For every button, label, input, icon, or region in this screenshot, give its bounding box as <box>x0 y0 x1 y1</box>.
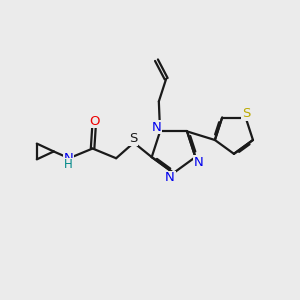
Text: O: O <box>89 115 99 128</box>
Text: N: N <box>64 152 74 165</box>
Text: S: S <box>242 107 250 120</box>
Text: N: N <box>165 172 175 184</box>
Text: N: N <box>152 121 161 134</box>
Text: H: H <box>64 158 73 171</box>
Text: S: S <box>129 132 137 145</box>
Text: N: N <box>194 156 204 169</box>
